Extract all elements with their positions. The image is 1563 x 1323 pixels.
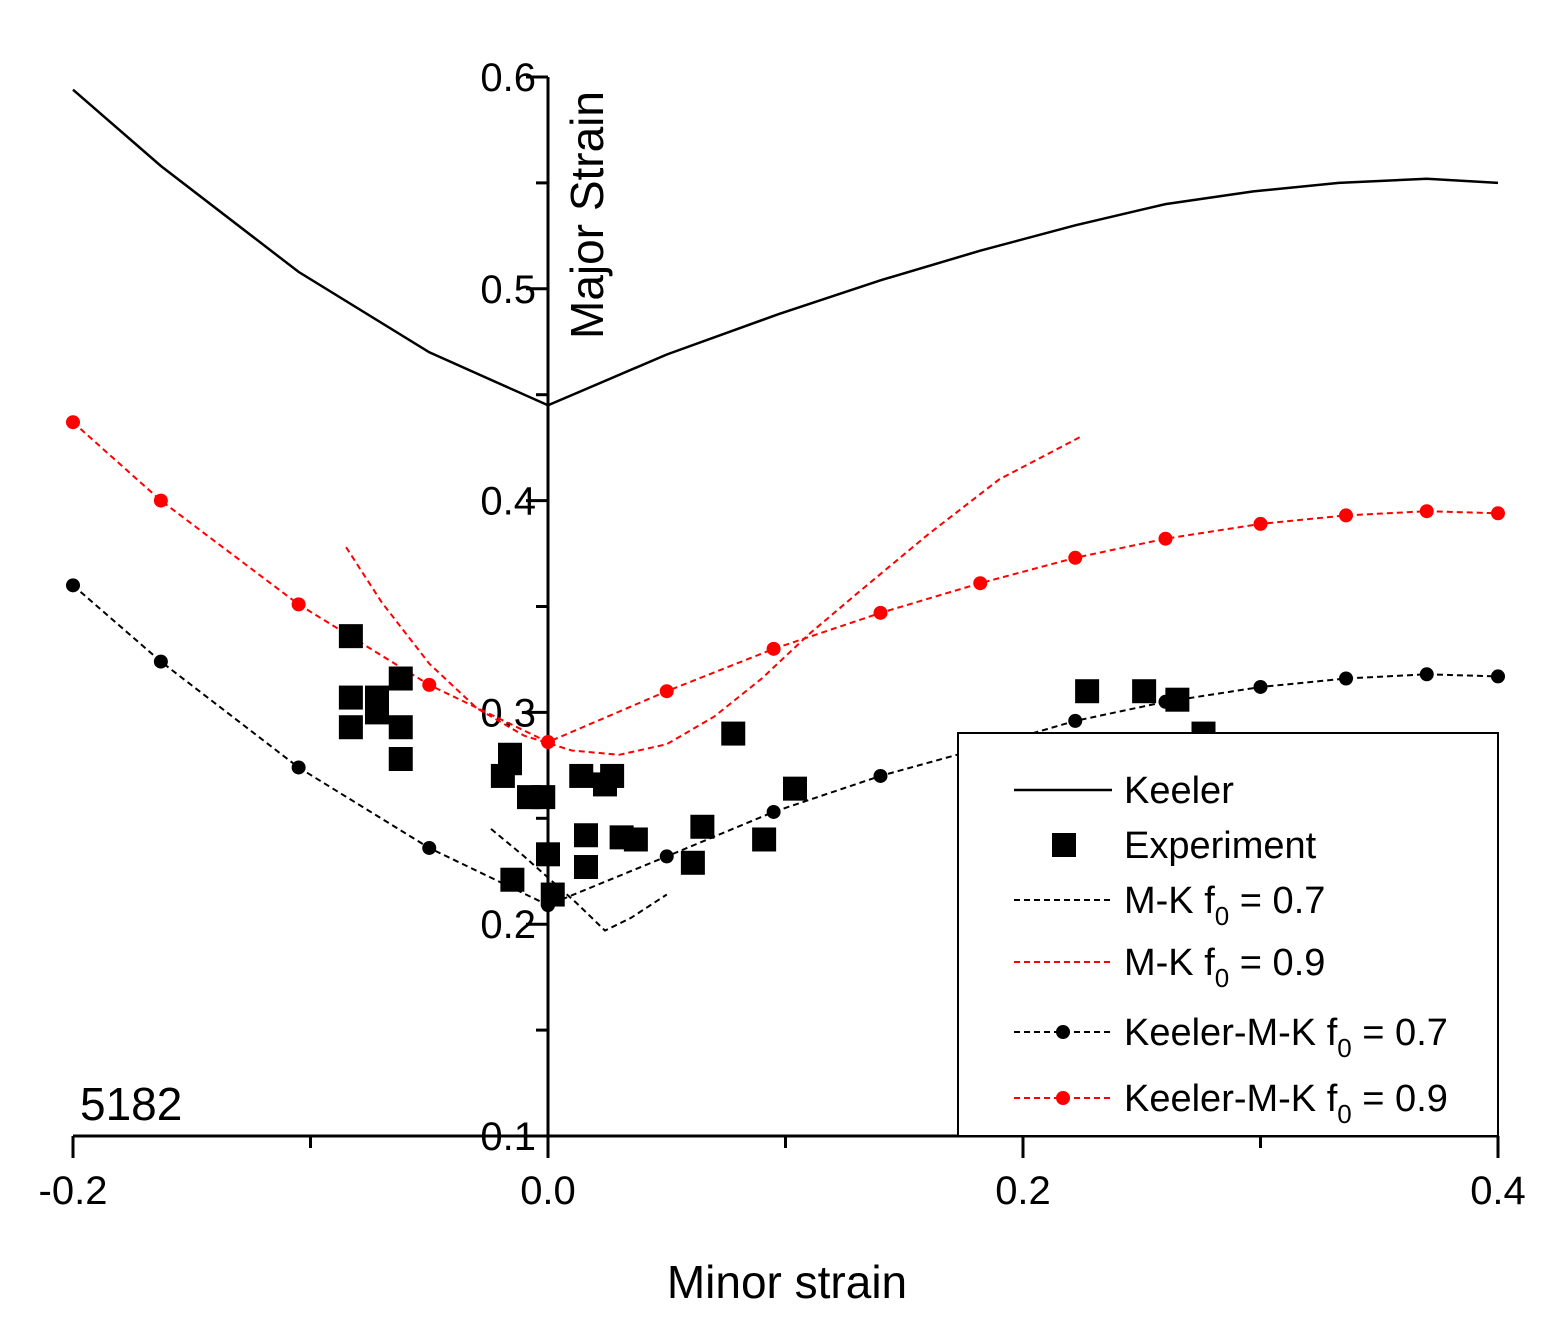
keeler-m-k-f0-0-9-point bbox=[659, 684, 674, 699]
y-tick-label: 0.1 bbox=[480, 1115, 536, 1159]
legend-keeler-m-k-f0-0-7-marker bbox=[1056, 1025, 1070, 1039]
experiment-point bbox=[574, 823, 598, 848]
x-tick-label: 0.0 bbox=[520, 1169, 576, 1213]
experiment-point bbox=[388, 715, 413, 740]
y-tick-label: 0.2 bbox=[480, 903, 536, 947]
legend-experiment-marker bbox=[1052, 833, 1076, 857]
keeler-m-k-f0-0-7-point bbox=[1253, 679, 1268, 694]
experiment-point bbox=[338, 685, 363, 710]
keeler-m-k-f0-0-9-point bbox=[766, 641, 781, 656]
experiment-point bbox=[783, 776, 807, 801]
m-k-f0-0-9-line bbox=[345, 436, 1081, 756]
experiment-point bbox=[721, 721, 746, 746]
y-axis-title: Major Strain bbox=[561, 91, 613, 339]
plot-series bbox=[66, 88, 1505, 932]
keeler-m-k-f0-0-9-point bbox=[66, 415, 80, 430]
experiment-point bbox=[338, 715, 363, 740]
x-axis-title: Minor strain bbox=[667, 1256, 907, 1308]
keeler-m-k-f0-0-9-point bbox=[973, 576, 988, 591]
keeler-m-k-f0-0-7-point bbox=[153, 654, 168, 669]
experiment-point bbox=[1075, 679, 1100, 704]
keeler-line bbox=[72, 88, 1499, 407]
experiment-point bbox=[690, 814, 715, 839]
experiment-point bbox=[365, 700, 389, 725]
keeler-m-k-f0-0-9-point bbox=[1419, 504, 1434, 519]
experiment-point bbox=[338, 624, 363, 649]
y-tick-label: 0.5 bbox=[480, 268, 536, 312]
experiment-point bbox=[388, 666, 413, 691]
keeler-m-k-f0-0-7-point bbox=[1419, 667, 1434, 682]
x-tick-label: -0.2 bbox=[39, 1169, 108, 1213]
experiment-point bbox=[1132, 679, 1157, 704]
keeler-m-k-f0-0-9-point bbox=[153, 493, 168, 508]
keeler-m-k-f0-0-9-point bbox=[541, 735, 555, 750]
experiment-point bbox=[531, 785, 556, 810]
legend-keeler-m-k-f0-0-9-marker bbox=[1056, 1091, 1070, 1105]
keeler-m-k-f0-0-7-point bbox=[1339, 671, 1353, 686]
y-tick-label: 0.3 bbox=[480, 691, 536, 735]
keeler-m-k-f0-0-9-point bbox=[291, 597, 306, 612]
keeler-m-k-f0-0-9-point bbox=[1253, 516, 1268, 531]
legend-box bbox=[957, 732, 1499, 1137]
experiment-point bbox=[388, 746, 413, 771]
keeler-m-k-f0-0-7-point bbox=[66, 578, 80, 593]
keeler-m-k-f0-0-9-point bbox=[1158, 531, 1173, 546]
keeler-m-k-f0-0-9-point bbox=[1068, 550, 1083, 565]
legend-experiment-label: Experiment bbox=[1124, 825, 1317, 867]
keeler-m-k-f0-0-7-point bbox=[291, 760, 306, 775]
m-k-f0-0-7-line bbox=[490, 828, 668, 932]
alloy-annotation: 5182 bbox=[80, 1078, 182, 1130]
experiment-point bbox=[569, 763, 594, 788]
experiment-point bbox=[540, 882, 565, 907]
experiment-point bbox=[500, 867, 525, 892]
experiment-point bbox=[623, 827, 648, 852]
experiment-point bbox=[574, 855, 598, 880]
keeler-m-k-f0-0-9-point bbox=[873, 605, 888, 620]
x-tick-label: 0.4 bbox=[1470, 1169, 1526, 1213]
x-axis: -0.2 0.0 0.2 0.4 bbox=[39, 1134, 1526, 1213]
experiment-point bbox=[600, 763, 625, 788]
legend-keeler-label: Keeler bbox=[1124, 770, 1234, 812]
keeler-m-k-f0-0-9-line bbox=[72, 421, 1499, 744]
experiment-point bbox=[680, 850, 705, 875]
experiment-point bbox=[498, 751, 522, 776]
keeler-m-k-f0-0-7-point bbox=[1491, 669, 1505, 684]
keeler-m-k-f0-0-7-point bbox=[422, 840, 437, 855]
y-tick-label: 0.4 bbox=[480, 480, 536, 524]
y-axis: 0.1 0.2 0.3 0.4 0.5 0.6 bbox=[480, 56, 550, 1159]
experiment-point bbox=[752, 827, 777, 852]
keeler-m-k-f0-0-9-point bbox=[422, 677, 437, 692]
keeler-m-k-f0-0-9-point bbox=[1491, 506, 1505, 521]
y-tick-label: 0.6 bbox=[480, 56, 536, 100]
experiment-point bbox=[1165, 687, 1190, 712]
keeler-m-k-f0-0-9-point bbox=[1339, 508, 1353, 523]
experiment-point bbox=[536, 842, 560, 867]
keeler-m-k-f0-0-7-point bbox=[766, 804, 781, 819]
keeler-m-k-f0-0-7-point bbox=[873, 768, 888, 783]
x-tick-label: 0.2 bbox=[995, 1169, 1051, 1213]
keeler-m-k-f0-0-7-point bbox=[659, 849, 674, 864]
keeler-m-k-f0-0-7-point bbox=[1068, 713, 1083, 728]
